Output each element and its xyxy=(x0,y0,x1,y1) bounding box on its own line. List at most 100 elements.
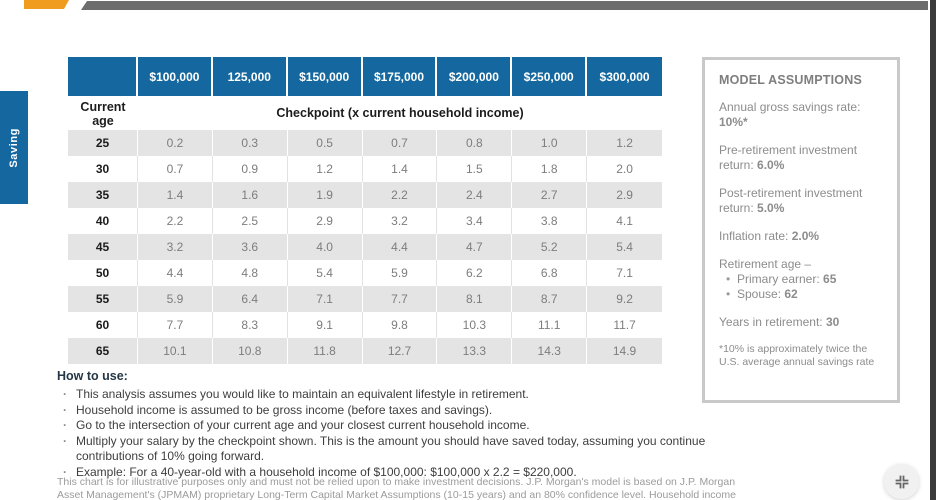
table-row-age-45: 45 3.2 3.6 4.0 4.4 4.7 5.2 5.4 xyxy=(68,234,662,260)
assumption-sub-list: Primary earner: 65Spouse: 62 xyxy=(719,272,883,302)
checkpoint-value-cell: 11.8 xyxy=(287,338,363,364)
income-column-header: $200,000 xyxy=(437,57,513,96)
table-row-age-65: 65 10.1 10.8 11.8 12.7 13.3 14.3 14.9 xyxy=(68,338,662,364)
checkpoint-value-cell: 11.1 xyxy=(512,312,588,338)
assumption-item-text: Post-retirement investment return: xyxy=(719,186,863,215)
assumption-item-value: 10%* xyxy=(719,115,748,129)
checkpoint-value-cell: 6.8 xyxy=(512,260,588,286)
compress-icon xyxy=(895,475,908,488)
income-column-header: $300,000 xyxy=(587,57,662,96)
checkpoint-value-cell: 10.8 xyxy=(212,338,288,364)
income-column-header: $150,000 xyxy=(287,57,363,96)
assumption-item: Retirement age –Primary earner: 65Spouse… xyxy=(719,257,883,302)
age-cell: 55 xyxy=(68,286,138,312)
assumption-item-text: Years in retirement: xyxy=(719,315,826,329)
table-row-age-55: 55 5.9 6.4 7.1 7.7 8.1 8.7 9.2 xyxy=(68,286,662,312)
checkpoint-value-cell: 3.4 xyxy=(437,208,513,234)
assumption-item: Years in retirement: 30 xyxy=(719,315,883,330)
checkpoint-value-cell: 1.2 xyxy=(587,130,662,156)
checkpoint-value-cell: 1.5 xyxy=(437,156,513,182)
table-row-age-40: 40 2.2 2.5 2.9 3.2 3.4 3.8 4.1 xyxy=(68,208,662,234)
assumption-sub-item: Primary earner: 65 xyxy=(726,272,883,287)
checkpoint-value-cell: 0.2 xyxy=(138,130,213,156)
checkpoint-value-cell: 8.1 xyxy=(437,286,513,312)
table-corner-cell xyxy=(68,57,138,96)
collapse-view-button[interactable] xyxy=(884,464,919,499)
checkpoint-value-cell: 3.8 xyxy=(512,208,588,234)
assumption-item-value: 5.0% xyxy=(757,201,785,215)
checkpoint-value-cell: 7.7 xyxy=(138,312,213,338)
checkpoint-value-cell: 2.4 xyxy=(437,182,513,208)
assumption-item-value: 6.0% xyxy=(757,158,785,172)
checkpoint-value-cell: 13.3 xyxy=(437,338,513,364)
model-assumptions-title: MODEL ASSUMPTIONS xyxy=(719,73,862,87)
checkpoint-value-cell: 2.7 xyxy=(512,182,588,208)
checkpoint-value-cell: 4.1 xyxy=(587,208,662,234)
checkpoint-value-cell: 5.4 xyxy=(287,260,363,286)
table-row-age-30: 30 0.7 0.9 1.2 1.4 1.5 1.8 2.0 xyxy=(68,156,662,182)
checkpoint-value-cell: 12.7 xyxy=(362,338,438,364)
assumption-item: Inflation rate: 2.0% xyxy=(719,229,883,244)
checkpoint-value-cell: 4.4 xyxy=(362,234,438,260)
assumption-sub-item: Spouse: 62 xyxy=(726,287,883,302)
checkpoint-value-cell: 0.7 xyxy=(138,156,213,182)
current-age-header: Current age xyxy=(80,100,126,128)
assumption-sub-text: Spouse: xyxy=(737,287,785,301)
checkpoint-value-cell: 1.4 xyxy=(138,182,213,208)
assumption-sub-text: Primary earner: xyxy=(737,272,824,286)
table-row-age-60: 60 7.7 8.3 9.1 9.8 10.3 11.1 11.7 xyxy=(68,312,662,338)
age-cell: 35 xyxy=(68,182,138,208)
checkpoint-value-cell: 6.4 xyxy=(212,286,288,312)
how-to-use-title: How to use: xyxy=(57,369,128,383)
assumption-sub-value: 65 xyxy=(823,272,837,286)
model-assumptions-items: Annual gross savings rate: 10%* Pre-retir… xyxy=(719,100,883,330)
checkpoint-value-cell: 4.0 xyxy=(287,234,363,260)
age-cell: 45 xyxy=(68,234,138,260)
checkpoint-value-cell: 7.7 xyxy=(362,286,438,312)
how-to-use-bullet: Go to the intersection of your current a… xyxy=(57,418,709,434)
checkpoint-value-cell: 1.6 xyxy=(212,182,288,208)
checkpoint-value-cell: 4.7 xyxy=(437,234,513,260)
checkpoint-value-cell: 14.9 xyxy=(587,338,662,364)
side-tab-label: Saving xyxy=(8,127,20,168)
checkpoint-value-cell: 4.8 xyxy=(212,260,288,286)
assumption-item-value: 30 xyxy=(825,315,840,329)
table-row-age-50: 50 4.4 4.8 5.4 5.9 6.2 6.8 7.1 xyxy=(68,260,662,286)
how-to-use-section: How to use: This analysis assumes you wo… xyxy=(57,369,709,480)
top-progress-bar xyxy=(81,1,928,10)
checkpoint-value-cell: 3.2 xyxy=(362,208,438,234)
checkpoint-value-cell: 3.2 xyxy=(138,234,213,260)
checkpoint-value-cell: 8.7 xyxy=(512,286,588,312)
income-column-header: $100,000 xyxy=(138,57,213,96)
checkpoint-value-cell: 11.7 xyxy=(587,312,662,338)
checkpoint-value-cell: 2.0 xyxy=(587,156,662,182)
table-row-age-35: 35 1.4 1.6 1.9 2.2 2.4 2.7 2.9 xyxy=(68,182,662,208)
checkpoint-value-cell: 2.5 xyxy=(212,208,288,234)
checkpoint-value-cell: 9.1 xyxy=(287,312,363,338)
checkpoint-value-cell: 2.2 xyxy=(362,182,438,208)
checkpoint-value-cell: 3.6 xyxy=(212,234,288,260)
tab-saving[interactable]: Saving xyxy=(0,91,28,204)
assumption-item-text: Retirement age – xyxy=(719,257,812,271)
checkpoint-value-cell: 1.8 xyxy=(512,156,588,182)
checkpoint-value-cell: 2.9 xyxy=(587,182,662,208)
assumption-sub-value: 62 xyxy=(784,287,798,301)
checkpoint-value-cell: 5.9 xyxy=(138,286,213,312)
checkpoint-value-cell: 1.0 xyxy=(512,130,588,156)
checkpoint-header: Checkpoint (x current household income) xyxy=(276,106,524,120)
age-cell: 60 xyxy=(68,312,138,338)
table-header-row: $100,000 125,000 $150,000 $175,000 $200,000 $… xyxy=(68,57,662,96)
income-column-header: $175,000 xyxy=(362,57,438,96)
checkpoint-value-cell: 2.9 xyxy=(287,208,363,234)
brand-accent-shape xyxy=(24,0,69,9)
checkpoint-value-cell: 0.7 xyxy=(362,130,438,156)
checkpoint-table: $100,000 125,000 $150,000 $175,000 $200,000 $… xyxy=(68,57,662,364)
age-cell: 30 xyxy=(68,156,138,182)
assumption-item: Post-retirement investment return: 5.0% xyxy=(719,186,883,216)
age-cell: 50 xyxy=(68,260,138,286)
checkpoint-value-cell: 7.1 xyxy=(287,286,363,312)
checkpoint-value-cell: 7.1 xyxy=(587,260,662,286)
checkpoint-value-cell: 10.1 xyxy=(138,338,213,364)
age-cell: 40 xyxy=(68,208,138,234)
checkpoint-value-cell: 0.5 xyxy=(287,130,363,156)
